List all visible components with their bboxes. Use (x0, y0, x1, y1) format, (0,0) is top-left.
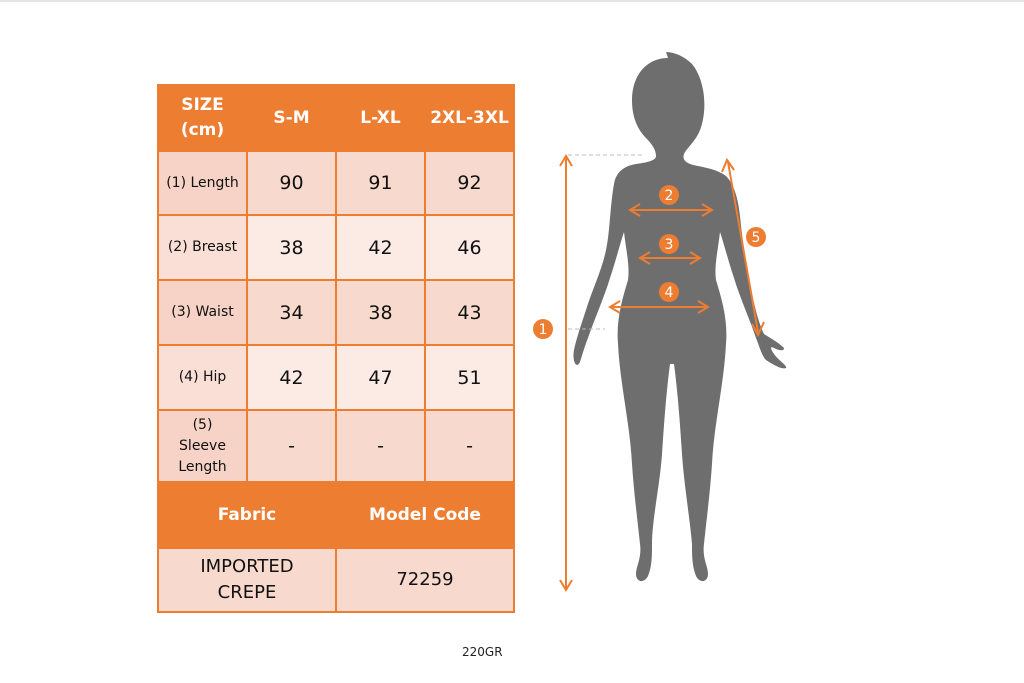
cell: - (246, 409, 337, 483)
measurement-arrows (559, 154, 765, 592)
table-row: (3) Waist 34 38 43 (157, 279, 515, 346)
cell: 38 (246, 214, 337, 281)
marker-4: 4 (659, 282, 679, 302)
top-border (0, 0, 1024, 2)
svg-text:1: 1 (539, 322, 548, 338)
weight-label: 220GR (462, 645, 503, 659)
guide-lines (568, 154, 645, 330)
cell: 92 (424, 150, 515, 216)
table-row: (4) Hip 42 47 51 (157, 344, 515, 411)
marker-3: 3 (659, 234, 679, 254)
table-row: (5) Sleeve Length - - - (157, 409, 515, 483)
marker-1: 1 (533, 319, 553, 339)
fabric-value: IMPORTED CREPE (157, 547, 337, 613)
marker-2: 2 (659, 185, 679, 205)
model-code-label: Model Code (335, 481, 515, 549)
row-label: (4) Hip (157, 344, 248, 411)
row-label: (3) Waist (157, 279, 248, 346)
sleeve-arrow (727, 161, 759, 333)
header-s-m: S-M (246, 84, 337, 152)
header-row: SIZE (cm) S-M L-XL 2XL-3XL (157, 84, 515, 152)
row-label: (5) Sleeve Length (157, 409, 248, 483)
cell: 90 (246, 150, 337, 216)
cell: 47 (335, 344, 426, 411)
svg-text:4: 4 (665, 285, 674, 301)
table-row: (1) Length 90 91 92 (157, 150, 515, 216)
cell: 46 (424, 214, 515, 281)
size-chart-table: SIZE (cm) S-M L-XL 2XL-3XL (1) Length 90… (157, 84, 515, 613)
model-code-value: 72259 (335, 547, 515, 613)
marker-5: 5 (746, 227, 766, 247)
cell: 91 (335, 150, 426, 216)
cell: 43 (424, 279, 515, 346)
cell: 51 (424, 344, 515, 411)
info-row: IMPORTED CREPE 72259 (157, 547, 515, 613)
cell: - (335, 409, 426, 483)
cell: 42 (335, 214, 426, 281)
table-row: (2) Breast 38 42 46 (157, 214, 515, 281)
header-l-xl: L-XL (335, 84, 426, 152)
woman-silhouette (573, 52, 787, 582)
cell: 38 (335, 279, 426, 346)
svg-text:3: 3 (665, 237, 674, 253)
cell: - (424, 409, 515, 483)
svg-text:5: 5 (752, 230, 761, 246)
body-measurement-figure: 1 2 3 4 5 (533, 52, 787, 592)
fabric-label: Fabric (157, 481, 337, 549)
row-label: (1) Length (157, 150, 248, 216)
cell: 34 (246, 279, 337, 346)
svg-text:2: 2 (665, 188, 674, 204)
header-2xl-3xl: 2XL-3XL (424, 84, 515, 152)
cell: 42 (246, 344, 337, 411)
measurement-markers: 1 2 3 4 5 (533, 185, 766, 339)
info-header-row: Fabric Model Code (157, 481, 515, 549)
header-size: SIZE (cm) (157, 84, 248, 152)
row-label: (2) Breast (157, 214, 248, 281)
